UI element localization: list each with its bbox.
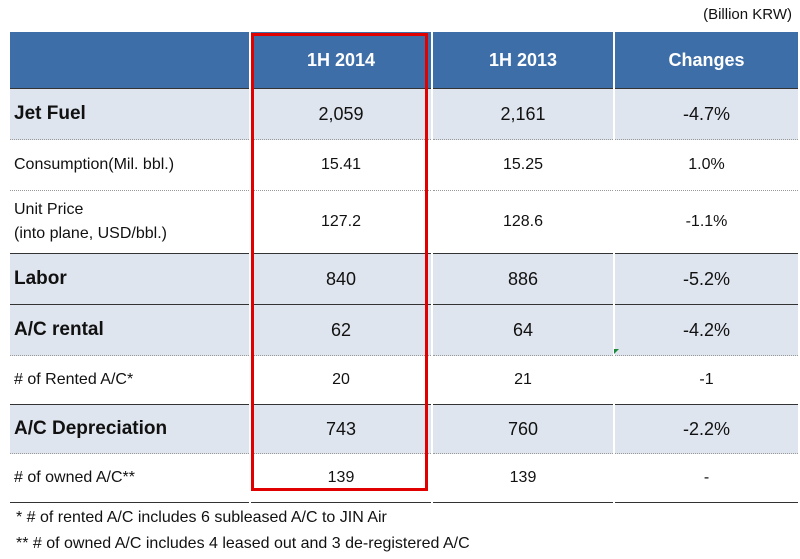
cell-changes: 1.0% <box>613 139 798 191</box>
table-row-unit-price: Unit Price (into plane, USD/bbl.) 127.2 … <box>10 190 798 254</box>
cell-1h-2013: 128.6 <box>431 190 614 254</box>
cell-1h-2014: 139 <box>249 453 432 503</box>
table-row-ac-rental: A/C rental 62 64 -4.2% <box>10 304 798 356</box>
header-item <box>10 32 250 89</box>
row-label-line1: Unit Price <box>14 201 84 218</box>
cell-1h-2014: 743 <box>249 404 432 454</box>
table-row-owned-ac: # of owned A/C** 139 139 - <box>10 453 798 503</box>
cell-1h-2013: 15.25 <box>431 139 614 191</box>
row-label: # of owned A/C** <box>10 453 250 503</box>
table-row-consumption: Consumption(Mil. bbl.) 15.41 15.25 1.0% <box>10 139 798 191</box>
footnote-rented: * # of rented A/C includes 6 subleased A… <box>16 509 387 526</box>
cell-changes: -4.7% <box>613 88 798 140</box>
cost-table: 1H 2014 1H 2013 Changes Jet Fuel 2,059 2… <box>10 32 798 503</box>
unit-note: (Billion KRW) <box>703 6 792 23</box>
cell-changes: -1 <box>613 355 798 405</box>
cell-changes: -2.2% <box>613 404 798 454</box>
cell-1h-2013: 64 <box>431 304 614 356</box>
row-label: # of Rented A/C* <box>10 355 250 405</box>
row-label: A/C Depreciation <box>10 404 250 454</box>
table-header-row: 1H 2014 1H 2013 Changes <box>10 32 798 89</box>
row-label-line2: (into plane, USD/bbl.) <box>14 225 167 242</box>
row-label: Consumption(Mil. bbl.) <box>10 139 250 191</box>
cell-changes: - <box>613 453 798 503</box>
cell-1h-2013: 2,161 <box>431 88 614 140</box>
cell-1h-2013: 21 <box>431 355 614 405</box>
table-row-rented-ac: # of Rented A/C* 20 21 -1 <box>10 355 798 405</box>
cell-changes: -4.2% <box>613 304 798 356</box>
row-label: Unit Price (into plane, USD/bbl.) <box>10 190 250 254</box>
table-row-labor: Labor 840 886 -5.2% <box>10 253 798 305</box>
header-1h-2014: 1H 2014 <box>249 32 432 89</box>
cell-1h-2014: 840 <box>249 253 432 305</box>
cell-1h-2013: 139 <box>431 453 614 503</box>
cell-changes: -5.2% <box>613 253 798 305</box>
footnote-owned: ** # of owned A/C includes 4 leased out … <box>16 535 470 552</box>
row-label: Jet Fuel <box>10 88 250 140</box>
cell-1h-2013: 886 <box>431 253 614 305</box>
row-label: A/C rental <box>10 304 250 356</box>
cell-changes: -1.1% <box>613 190 798 254</box>
header-changes: Changes <box>613 32 798 89</box>
cell-1h-2014: 20 <box>249 355 432 405</box>
cell-comment-marker <box>614 349 619 354</box>
header-1h-2013: 1H 2013 <box>431 32 614 89</box>
cell-1h-2013: 760 <box>431 404 614 454</box>
table-row-jet-fuel: Jet Fuel 2,059 2,161 -4.7% <box>10 88 798 140</box>
cell-1h-2014: 62 <box>249 304 432 356</box>
cell-1h-2014: 2,059 <box>249 88 432 140</box>
row-label: Labor <box>10 253 250 305</box>
table-row-ac-depreciation: A/C Depreciation 743 760 -2.2% <box>10 404 798 454</box>
cell-1h-2014: 127.2 <box>249 190 432 254</box>
cell-1h-2014: 15.41 <box>249 139 432 191</box>
